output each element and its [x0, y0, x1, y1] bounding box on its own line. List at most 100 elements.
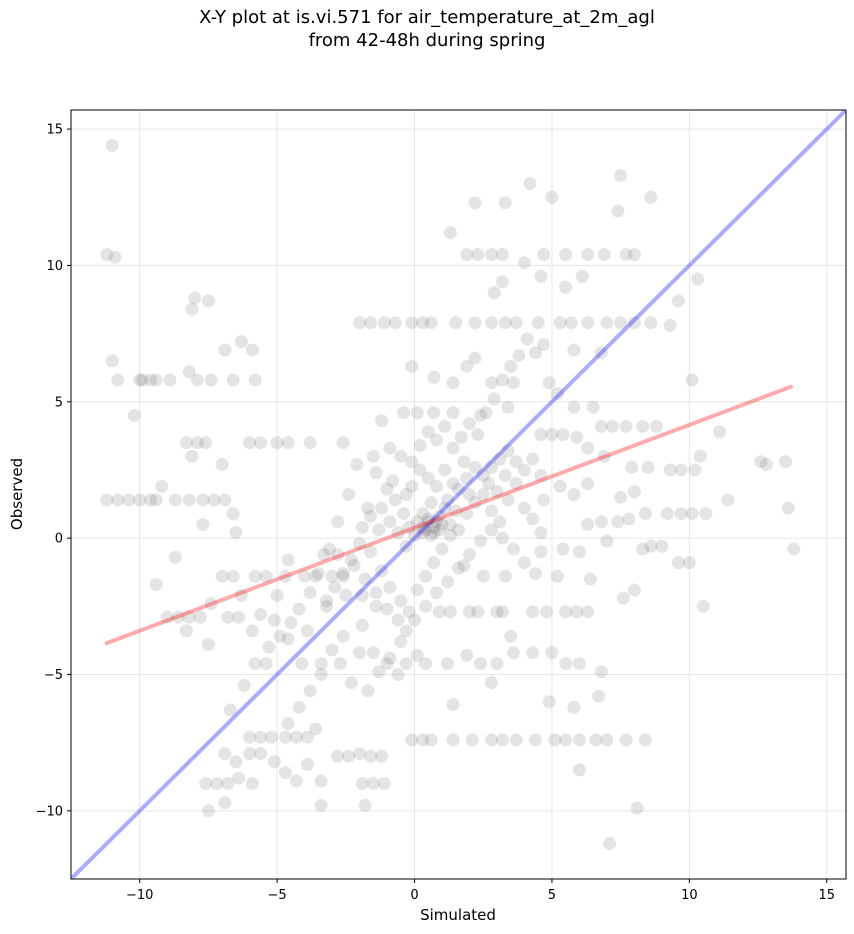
- scatter-point: [781, 501, 795, 515]
- scatter-point: [281, 436, 295, 450]
- scatter-point: [226, 569, 240, 583]
- scatter-point: [226, 507, 240, 521]
- scatter-point: [380, 657, 394, 671]
- scatter-point: [603, 837, 617, 851]
- scatter-point: [243, 730, 257, 744]
- scatter-point: [344, 553, 358, 567]
- scatter-point: [545, 428, 559, 442]
- scatter-point: [402, 605, 416, 619]
- scatter-point: [391, 613, 405, 627]
- scatter-point: [487, 286, 501, 300]
- scatter-point: [424, 316, 438, 330]
- scatter-point: [685, 507, 699, 521]
- scatter-point: [443, 528, 457, 542]
- scatter-point: [364, 749, 378, 763]
- scatter-point: [534, 269, 548, 283]
- scatter-point: [539, 605, 553, 619]
- x-tick-label: −10: [126, 888, 153, 903]
- scatter-point: [336, 569, 350, 583]
- scatter-point: [616, 591, 630, 605]
- scatter-point: [564, 316, 578, 330]
- scatter-point: [144, 493, 158, 507]
- scatter-point: [410, 583, 424, 597]
- scatter-point: [207, 493, 221, 507]
- scatter-point: [105, 138, 119, 152]
- scatter-point: [787, 542, 801, 556]
- scatter-point: [155, 479, 169, 493]
- scatter-point: [759, 458, 773, 472]
- scatter-point: [556, 428, 570, 442]
- scatter-point: [498, 468, 512, 482]
- scatter-point: [416, 526, 430, 540]
- scatter-point: [567, 400, 581, 414]
- scatter-point: [490, 605, 504, 619]
- scatter-point: [201, 294, 215, 308]
- scatter-point: [484, 376, 498, 390]
- scatter-point: [476, 488, 490, 501]
- scatter-point: [133, 493, 147, 507]
- scatter-point: [215, 569, 229, 583]
- scatter-point: [185, 302, 199, 316]
- scatter-point: [473, 657, 487, 671]
- scatter-point: [548, 733, 562, 747]
- scatter-point: [421, 471, 435, 485]
- scatter-point: [611, 515, 625, 529]
- scatter-point: [482, 477, 496, 491]
- scatter-point: [484, 248, 498, 262]
- x-tick-label: −5: [268, 888, 287, 903]
- y-tick-label: −10: [36, 804, 63, 819]
- scatter-point: [504, 359, 518, 373]
- scatter-point: [682, 556, 696, 570]
- scatter-point: [320, 594, 334, 608]
- scatter-point: [517, 463, 531, 477]
- scatter-point: [575, 269, 589, 283]
- scatter-point: [614, 168, 628, 182]
- scatter-point: [309, 722, 323, 736]
- scatter-point: [638, 733, 652, 747]
- scatter-point: [619, 419, 633, 433]
- scatter-point: [405, 359, 419, 373]
- scatter-point: [410, 648, 424, 662]
- scatter-point: [135, 373, 149, 387]
- scatter-point: [100, 493, 114, 507]
- scatter-point: [443, 517, 457, 531]
- scatter-point: [449, 504, 463, 518]
- scatter-point: [644, 539, 658, 553]
- scatter-point: [292, 602, 306, 616]
- scatter-point: [465, 733, 479, 747]
- scatter-point: [627, 485, 641, 499]
- scatter-point: [570, 430, 584, 444]
- scatter-point: [342, 488, 356, 501]
- scatter-point: [619, 248, 633, 262]
- scatter-point: [537, 248, 551, 262]
- scatter-point: [350, 458, 364, 472]
- x-tick-label: 0: [410, 888, 418, 903]
- scatter-point: [394, 449, 408, 463]
- scatter-point: [427, 556, 441, 570]
- scatter-point: [182, 365, 196, 379]
- scatter-point: [627, 583, 641, 597]
- scatter-point: [369, 586, 383, 600]
- scatter-point: [586, 400, 600, 414]
- scatter-point: [542, 695, 556, 709]
- scatter-point: [160, 610, 174, 624]
- scatter-point: [366, 646, 380, 660]
- scatter-point: [419, 523, 433, 537]
- scatter-point: [594, 515, 608, 529]
- scatter-point: [190, 373, 204, 387]
- scatter-point: [594, 346, 608, 360]
- scatter-point: [314, 667, 328, 681]
- scatter-point: [424, 733, 438, 747]
- x-tick-label: 15: [818, 888, 835, 903]
- scatter-point: [336, 629, 350, 643]
- scatter-point: [622, 512, 636, 526]
- scatter-point: [611, 204, 625, 218]
- scatter-point: [559, 280, 573, 294]
- scatter-point: [537, 338, 551, 352]
- scatter-point: [380, 602, 394, 616]
- scatter-point: [457, 558, 471, 572]
- scatter-point: [317, 547, 331, 561]
- scatter-point: [430, 586, 444, 600]
- scatter-point: [278, 766, 292, 780]
- scatter-point: [388, 316, 402, 330]
